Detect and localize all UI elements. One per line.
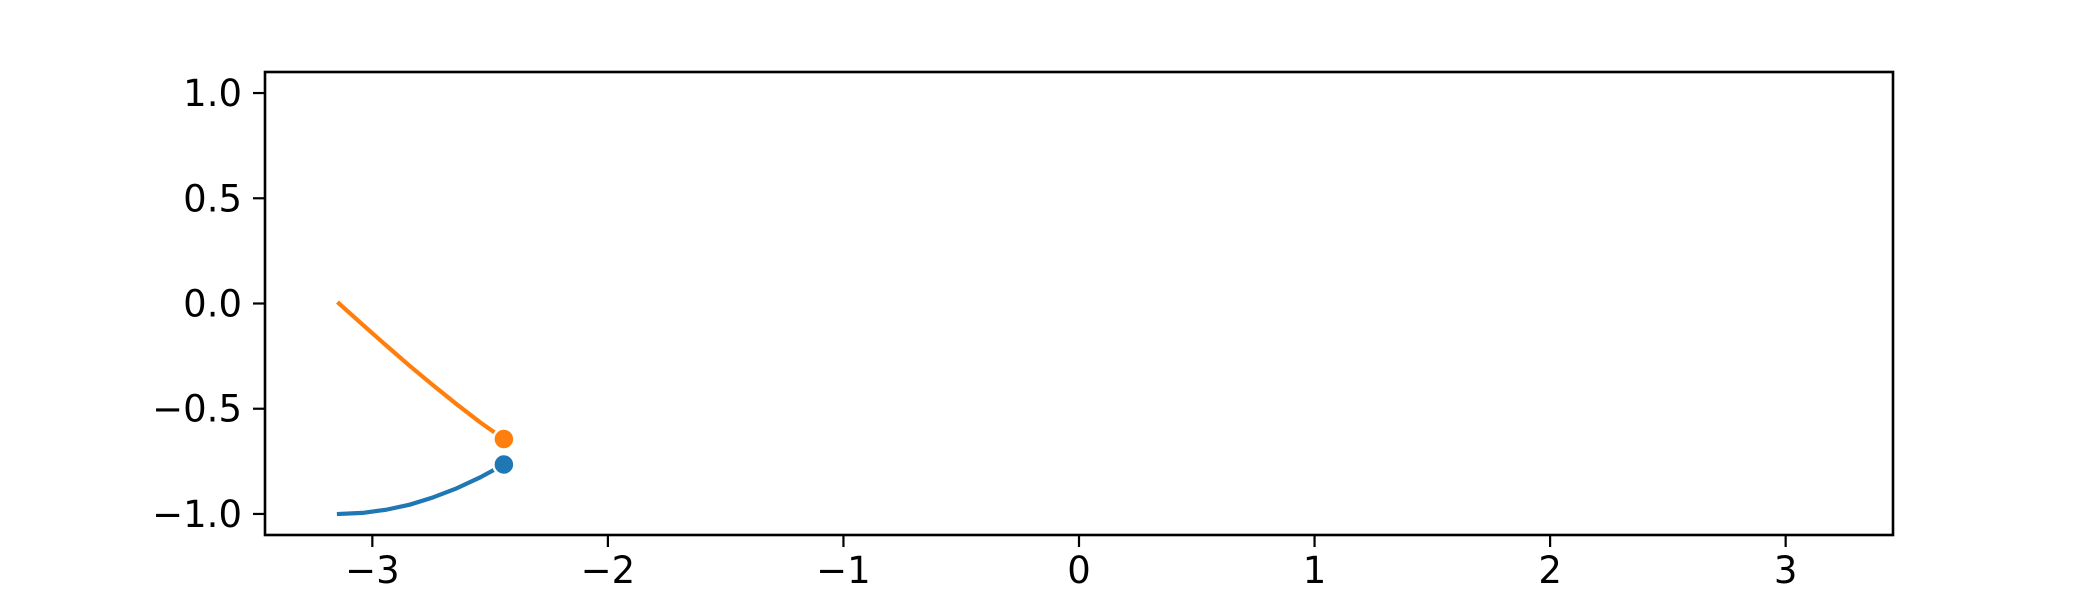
axes-layer: −3 −2 −1 0 1 2 3 −1.0 −0.5 0.0 0.5 1.0 bbox=[152, 70, 1895, 592]
x-tick-label: 2 bbox=[1538, 549, 1562, 592]
y-tick-label: −0.5 bbox=[152, 388, 242, 431]
x-tick-label: 0 bbox=[1067, 549, 1091, 592]
y-tick-label: −1.0 bbox=[152, 493, 242, 536]
y-tick-label: 0.0 bbox=[183, 283, 242, 326]
series-layer bbox=[336, 300, 516, 517]
series-line-0 bbox=[336, 461, 507, 517]
x-tick-label: −2 bbox=[581, 549, 636, 592]
x-tick-label: −3 bbox=[345, 549, 400, 592]
series-line-1 bbox=[336, 300, 507, 442]
x-tick-label: 1 bbox=[1303, 549, 1327, 592]
x-tick-label: −1 bbox=[816, 549, 871, 592]
y-tick-label: 0.5 bbox=[183, 177, 242, 220]
x-tick-label: 3 bbox=[1774, 549, 1798, 592]
series-endpoint-marker-0 bbox=[492, 452, 516, 477]
series-endpoint-marker-1 bbox=[492, 427, 516, 451]
y-tick-label: 1.0 bbox=[183, 72, 242, 115]
